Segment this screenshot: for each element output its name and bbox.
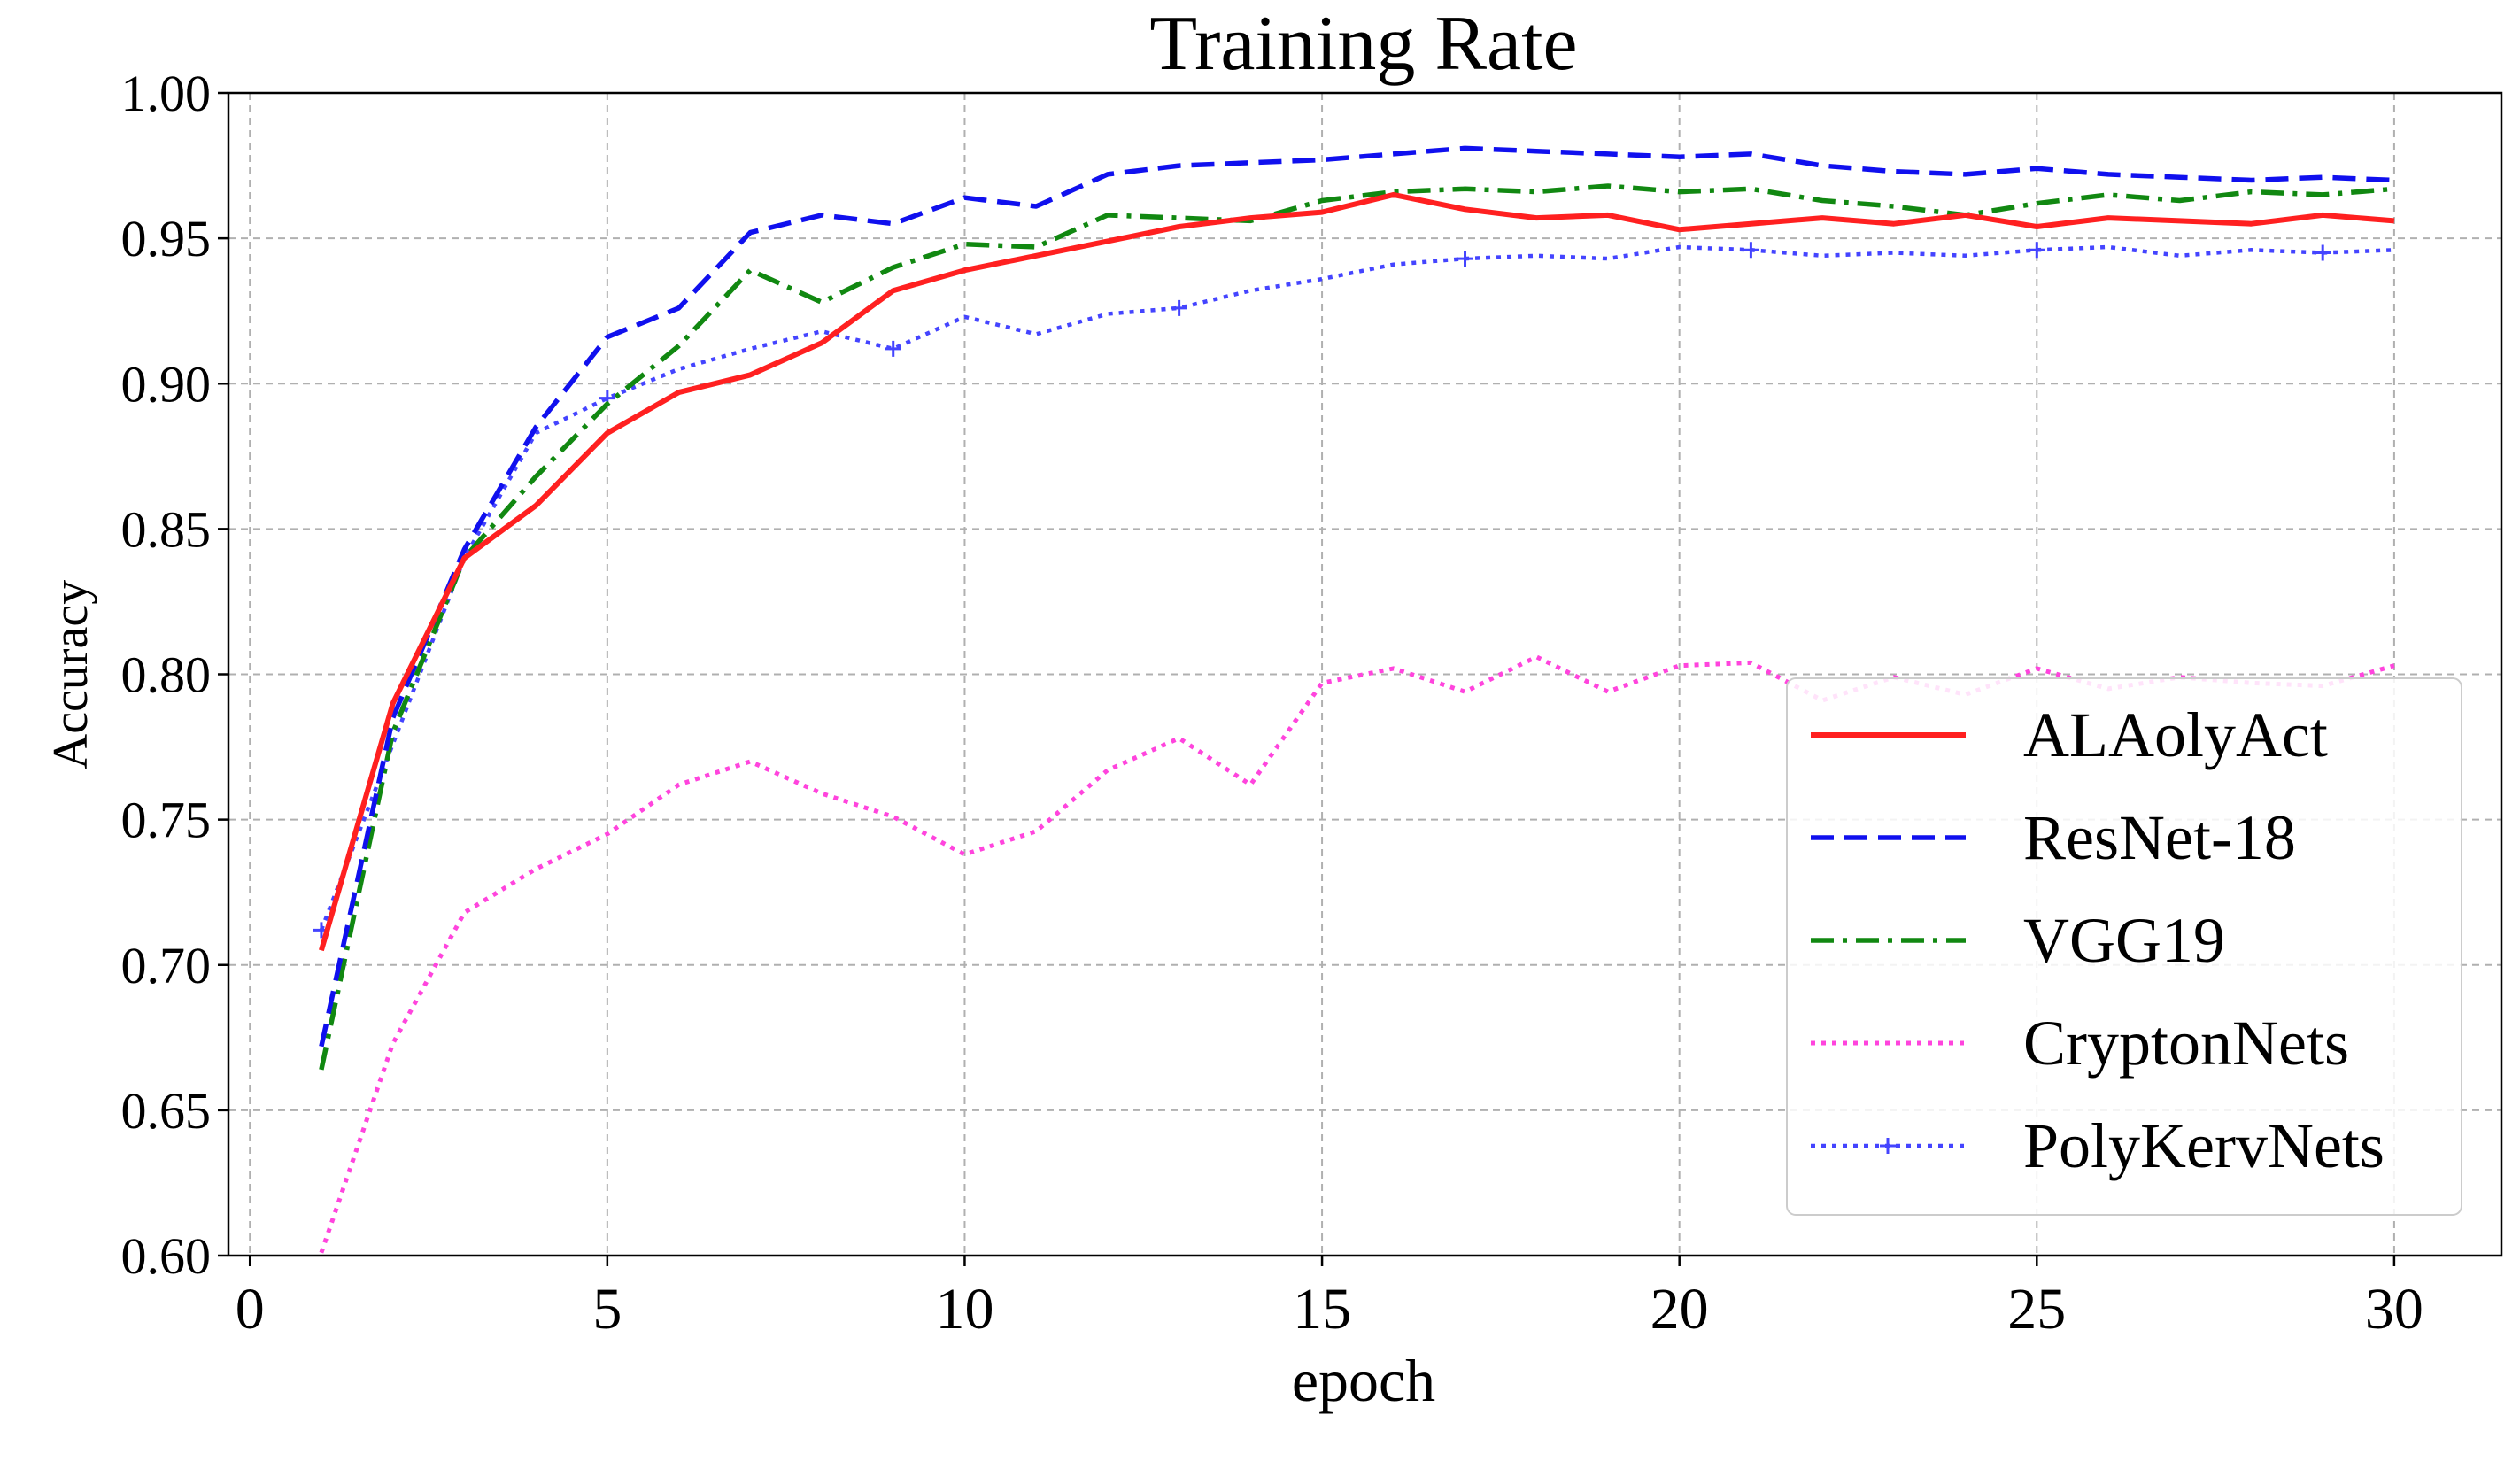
data-point-polykervnets [1743, 242, 1759, 259]
y-tick-label: 0.75 [121, 792, 212, 849]
y-axis-label: Accuracy [43, 580, 98, 770]
y-tick-label: 0.80 [121, 646, 212, 704]
legend-label-cryptonnets: CryptonNets [2023, 1008, 2349, 1079]
legend-marker-polykervnets [1880, 1138, 1896, 1154]
y-tick-label: 1.00 [121, 65, 212, 122]
x-tick-label: 25 [2007, 1277, 2066, 1341]
legend-box [1786, 677, 2462, 1216]
x-axis-label: epoch [1292, 1347, 1435, 1414]
y-tick-label: 0.65 [121, 1082, 212, 1140]
data-point-polykervnets [2029, 242, 2045, 259]
data-point-polykervnets [1171, 299, 1187, 316]
axis-ticks: 0 5 10 15 20 25 30 0.60 0.65 0.70 0.75 0.80 0.85 0.90… [121, 65, 2423, 1341]
legend-label-polykervnets: PolyKervNets [2023, 1110, 2385, 1181]
x-tick-label: 20 [1650, 1277, 1709, 1341]
y-tick-label: 0.70 [121, 937, 212, 994]
series-lines [313, 145, 2395, 1254]
legend-label-alaolyact: ALAolyAct [2023, 700, 2328, 770]
y-tick-label: 0.95 [121, 210, 212, 267]
y-tick-label: 0.85 [121, 500, 212, 558]
series-line-alaolyact [319, 191, 2395, 952]
legend-label-resnet-18: ResNet-18 [2023, 802, 2296, 873]
data-point-polykervnets [1457, 251, 1473, 267]
series-line-resnet-18 [319, 145, 2395, 1048]
data-point-polykervnets [885, 340, 901, 357]
x-tick-label: 0 [236, 1277, 265, 1341]
chart-title: Training Rate [1149, 1, 1577, 87]
x-tick-label: 30 [2365, 1277, 2423, 1341]
legend: ALAolyAct ResNet-18 VGG19 CryptonNets PolyKe… [1786, 677, 2462, 1216]
x-tick-label: 5 [592, 1277, 622, 1341]
x-tick-label: 15 [1293, 1277, 1351, 1341]
series-line-cryptonnets [319, 654, 2395, 1254]
data-point-polykervnets [2315, 244, 2331, 261]
x-tick-label: 10 [935, 1277, 993, 1341]
legend-label-vgg19: VGG19 [2023, 905, 2225, 976]
series-line-polykervnets [319, 244, 2394, 932]
series-line-vgg19 [319, 183, 2395, 1071]
y-tick-label: 0.90 [121, 355, 212, 413]
y-tick-label: 0.60 [121, 1227, 212, 1285]
